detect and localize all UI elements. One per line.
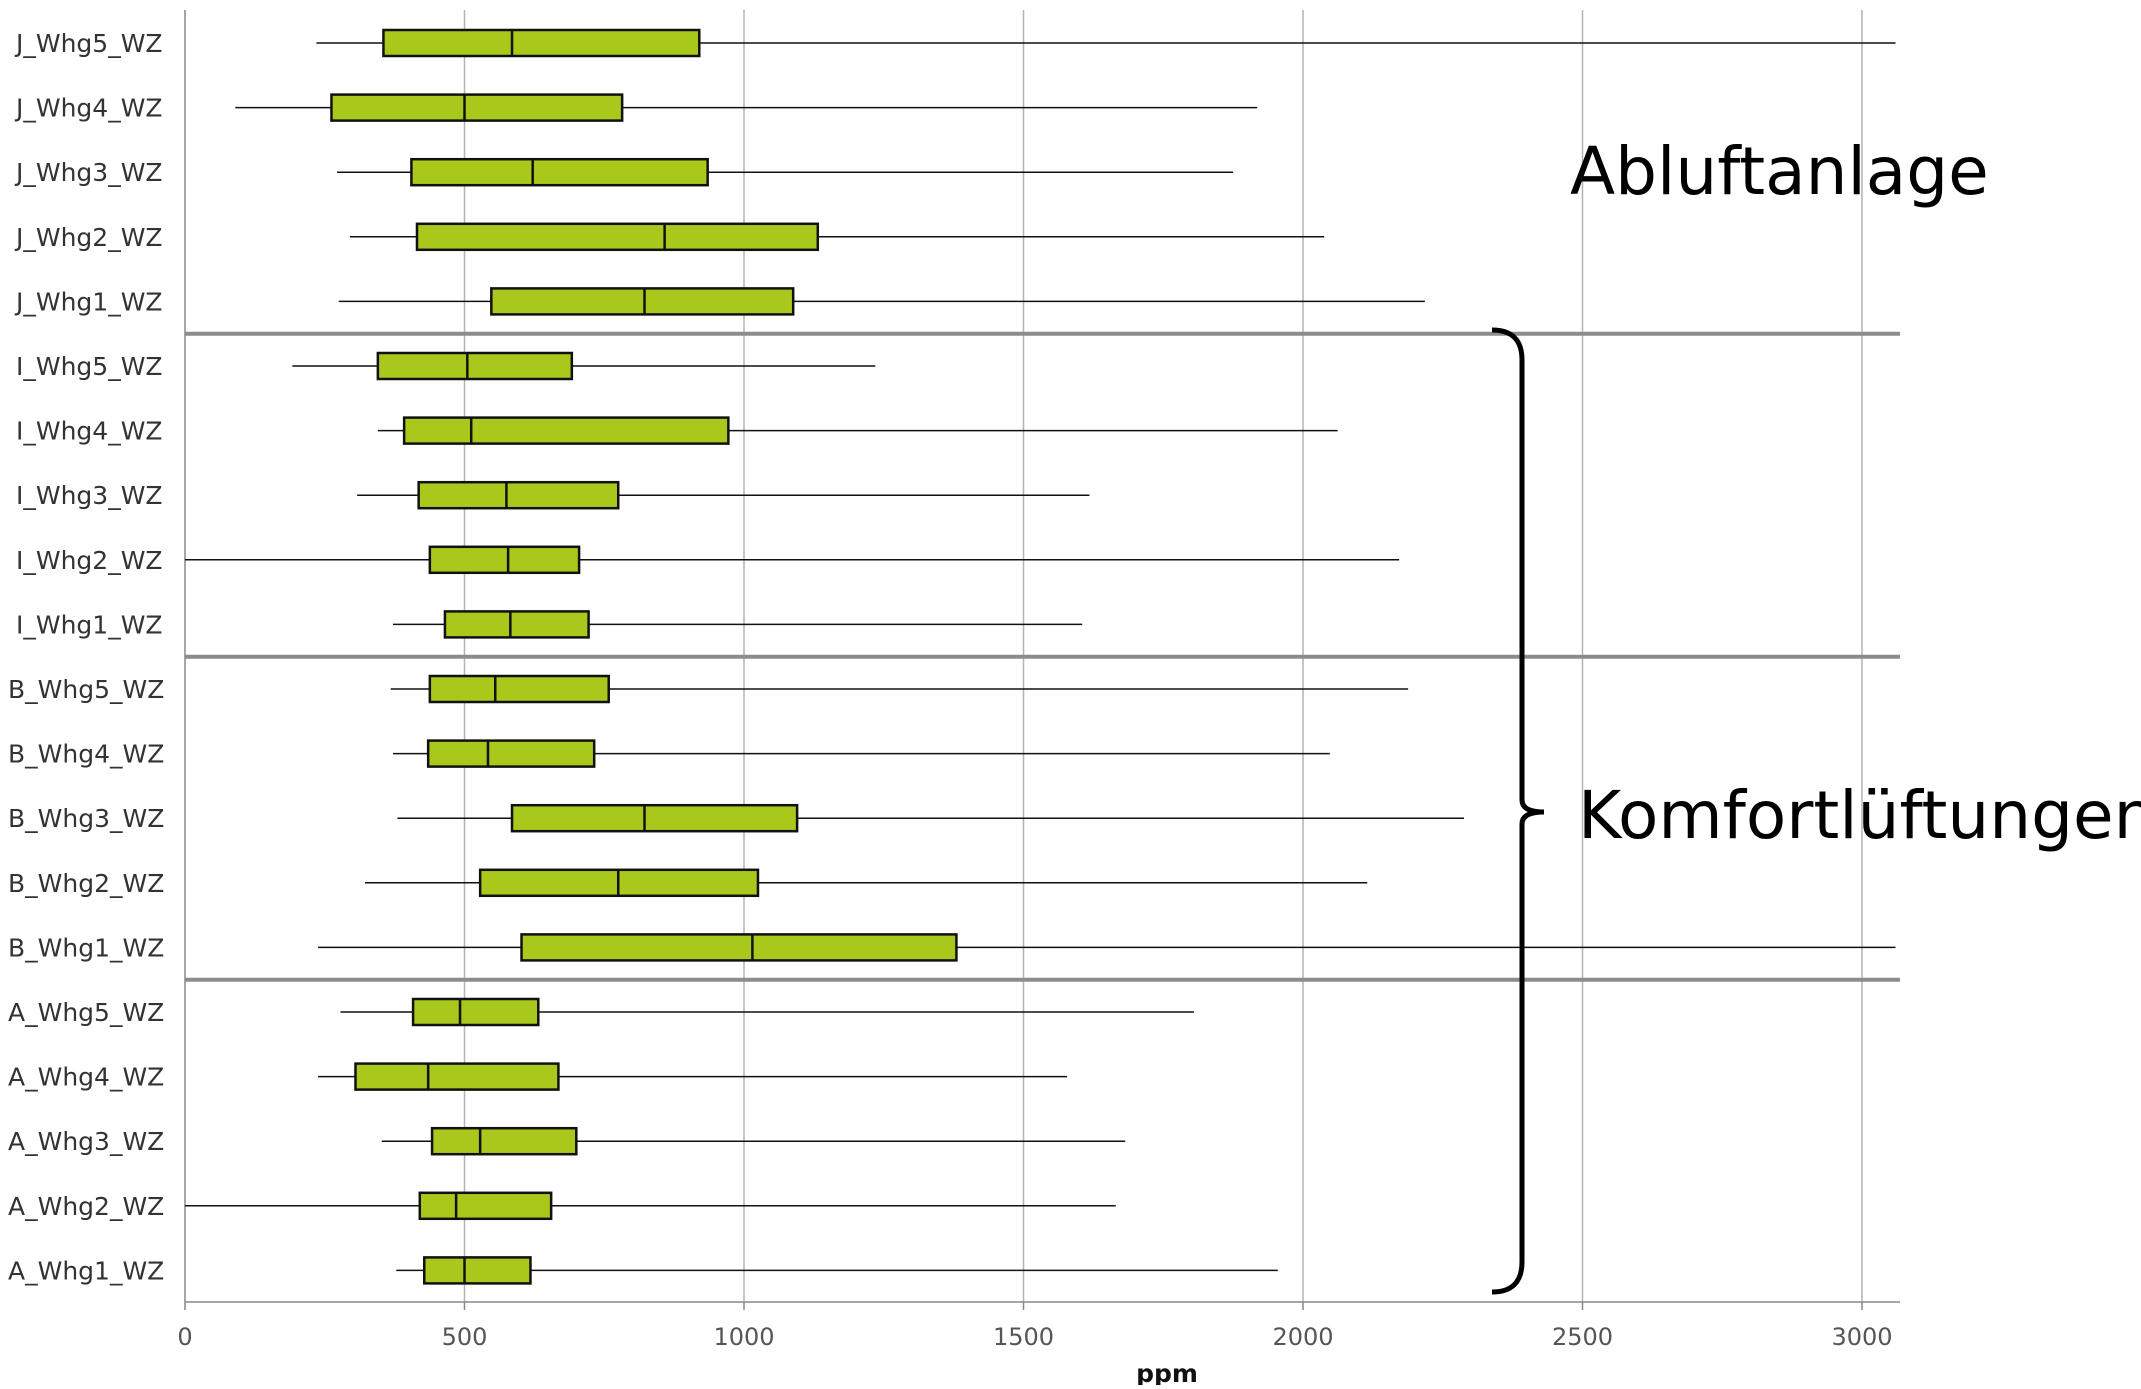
- box-a-whg5-wz: [411, 997, 540, 1027]
- category-label-b-whg3-wz: B_Whg3_WZ: [8, 804, 164, 833]
- category-label-b-whg5-wz: B_Whg5_WZ: [8, 675, 164, 704]
- category-label-j-whg4-wz: J_Whg4_WZ: [14, 94, 163, 123]
- x-tick-label-2500: 2500: [1552, 1323, 1613, 1351]
- x-tick-label-3000: 3000: [1831, 1323, 1892, 1351]
- category-label-a-whg2-wz: A_Whg2_WZ: [8, 1192, 164, 1221]
- box-b-whg5-wz: [428, 674, 610, 704]
- komfortlueftungen-annotation: Komfortlüftungen: [1578, 777, 2141, 854]
- group-separators: [185, 331, 1900, 982]
- box-i-whg1-wz: [443, 610, 590, 639]
- box-i-whg5-wz: [376, 351, 574, 381]
- category-label-i-whg3-wz: I_Whg3_WZ: [16, 481, 163, 510]
- box-b-whg4-wz: [426, 739, 596, 768]
- category-labels: J_Whg5_WZ J_Whg4_WZ J_Whg3_WZ J_Whg2_WZ J_Wh…: [8, 29, 164, 1285]
- category-label-j-whg5-wz: J_Whg5_WZ: [14, 29, 163, 58]
- category-label-j-whg1-wz: J_Whg1_WZ: [14, 287, 163, 316]
- category-label-j-whg2-wz: J_Whg2_WZ: [14, 223, 163, 252]
- category-label-a-whg5-wz: A_Whg5_WZ: [8, 998, 164, 1027]
- x-tick-label-500: 500: [442, 1323, 488, 1351]
- category-label-a-whg4-wz: A_Whg4_WZ: [8, 1063, 164, 1092]
- x-tick-label-1000: 1000: [713, 1323, 774, 1351]
- brace-layer: [1491, 327, 1545, 1295]
- box-j-whg4-wz: [330, 93, 624, 122]
- box-b-whg3-wz: [510, 803, 799, 833]
- box-a-whg1-wz: [423, 1256, 532, 1285]
- box-j-whg2-wz: [415, 222, 820, 252]
- curly-brace: [1491, 327, 1545, 1295]
- box-j-whg5-wz: [382, 28, 701, 58]
- category-label-i-whg1-wz: I_Whg1_WZ: [16, 610, 163, 639]
- category-label-i-whg2-wz: I_Whg2_WZ: [16, 546, 163, 575]
- abluftanlage-annotation: Abluftanlage: [1570, 133, 1989, 210]
- box-layer: [185, 28, 1896, 1285]
- category-label-b-whg4-wz: B_Whg4_WZ: [8, 740, 164, 769]
- box-i-whg3-wz: [417, 480, 620, 510]
- box-j-whg3-wz: [410, 157, 709, 187]
- x-axis-title: ppm: [1136, 1359, 1198, 1385]
- category-label-i-whg5-wz: I_Whg5_WZ: [16, 352, 163, 381]
- x-tick-label-0: 0: [177, 1323, 192, 1351]
- category-label-a-whg1-wz: A_Whg1_WZ: [8, 1256, 164, 1285]
- box-b-whg1-wz: [520, 933, 958, 962]
- box-i-whg4-wz: [402, 416, 730, 445]
- box-a-whg3-wz: [430, 1126, 578, 1156]
- box-j-whg1-wz: [490, 287, 795, 316]
- category-label-j-whg3-wz: J_Whg3_WZ: [14, 158, 163, 187]
- box-a-whg4-wz: [354, 1062, 560, 1091]
- category-label-b-whg1-wz: B_Whg1_WZ: [8, 933, 164, 962]
- x-tick-label-1500: 1500: [993, 1323, 1054, 1351]
- category-label-i-whg4-wz: I_Whg4_WZ: [16, 417, 163, 446]
- category-label-b-whg2-wz: B_Whg2_WZ: [8, 869, 164, 898]
- box-a-whg2-wz: [418, 1191, 553, 1221]
- category-label-a-whg3-wz: A_Whg3_WZ: [8, 1127, 164, 1156]
- axis-layer: 0 500 1000 1500 2000 2500 3000: [177, 10, 1900, 1351]
- x-tick-label-2000: 2000: [1272, 1323, 1333, 1351]
- box-i-whg2-wz: [428, 545, 581, 575]
